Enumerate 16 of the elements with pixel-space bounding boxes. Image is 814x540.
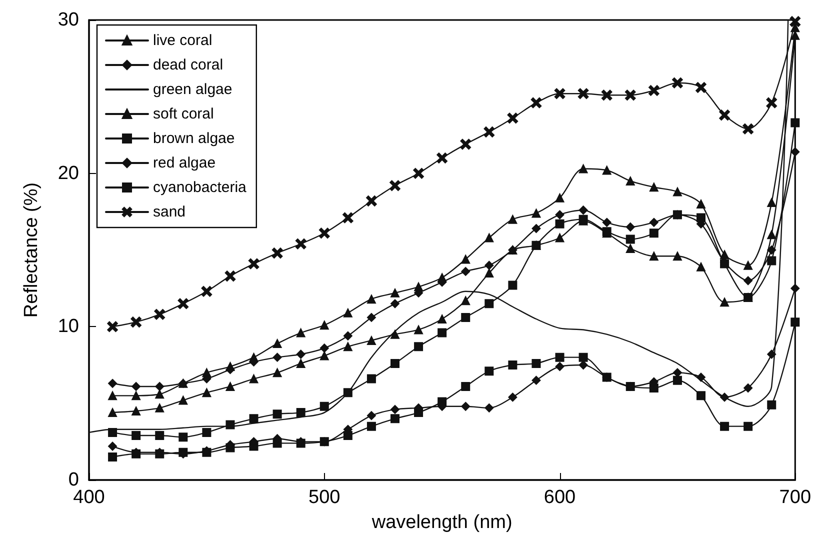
x-axis-title: wavelength (nm): [370, 512, 512, 533]
x-tick-label: 700: [779, 487, 811, 508]
y-tick-label: 20: [58, 162, 79, 184]
legend-label: dead coral: [153, 56, 224, 74]
legend-label: soft coral: [153, 106, 214, 122]
legend-label: green algae: [153, 81, 232, 98]
legend-label: cyanobacteria: [153, 179, 248, 196]
x-tick-label: 500: [308, 487, 340, 508]
y-axis-title: Reflectance (%): [21, 182, 42, 318]
y-tick-label: 30: [58, 10, 79, 30]
legend-label: sand: [153, 204, 186, 220]
legend-label: brown algae: [153, 130, 235, 147]
legend-label: red algae: [153, 154, 216, 172]
y-tick-label: 10: [58, 316, 79, 338]
legend-label: live coral: [153, 32, 212, 49]
x-tick-label: 600: [544, 487, 576, 508]
